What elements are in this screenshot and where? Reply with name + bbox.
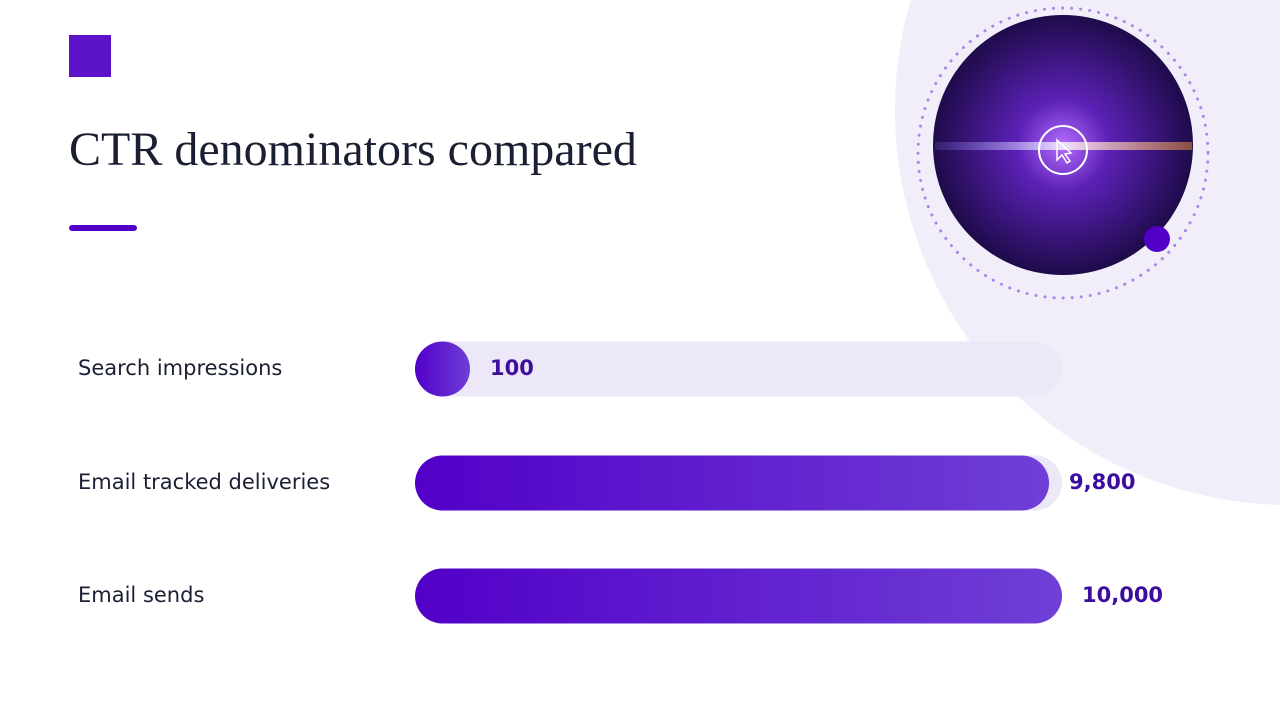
bar-track xyxy=(415,341,1062,397)
dotted-ring xyxy=(916,6,1210,300)
title-underline xyxy=(69,225,137,231)
bar xyxy=(415,568,1062,624)
bar xyxy=(415,341,470,397)
value-label: 10,000 xyxy=(1082,583,1163,607)
cursor-icon xyxy=(1056,138,1073,165)
bar xyxy=(415,455,1050,511)
cursor-ring xyxy=(1038,125,1088,175)
chart-title: CTR denominators compared xyxy=(69,123,637,176)
category-label: Email sends xyxy=(78,583,204,607)
value-label: 9,800 xyxy=(1069,470,1135,494)
accent-dot xyxy=(1144,226,1170,252)
value-label: 100 xyxy=(490,356,534,380)
category-label: Search impressions xyxy=(78,356,282,380)
logo xyxy=(69,35,111,77)
bar-chart: Search impressions 100 Email tracked deliv… xyxy=(78,341,1163,624)
category-label: Email tracked deliveries xyxy=(78,470,330,494)
